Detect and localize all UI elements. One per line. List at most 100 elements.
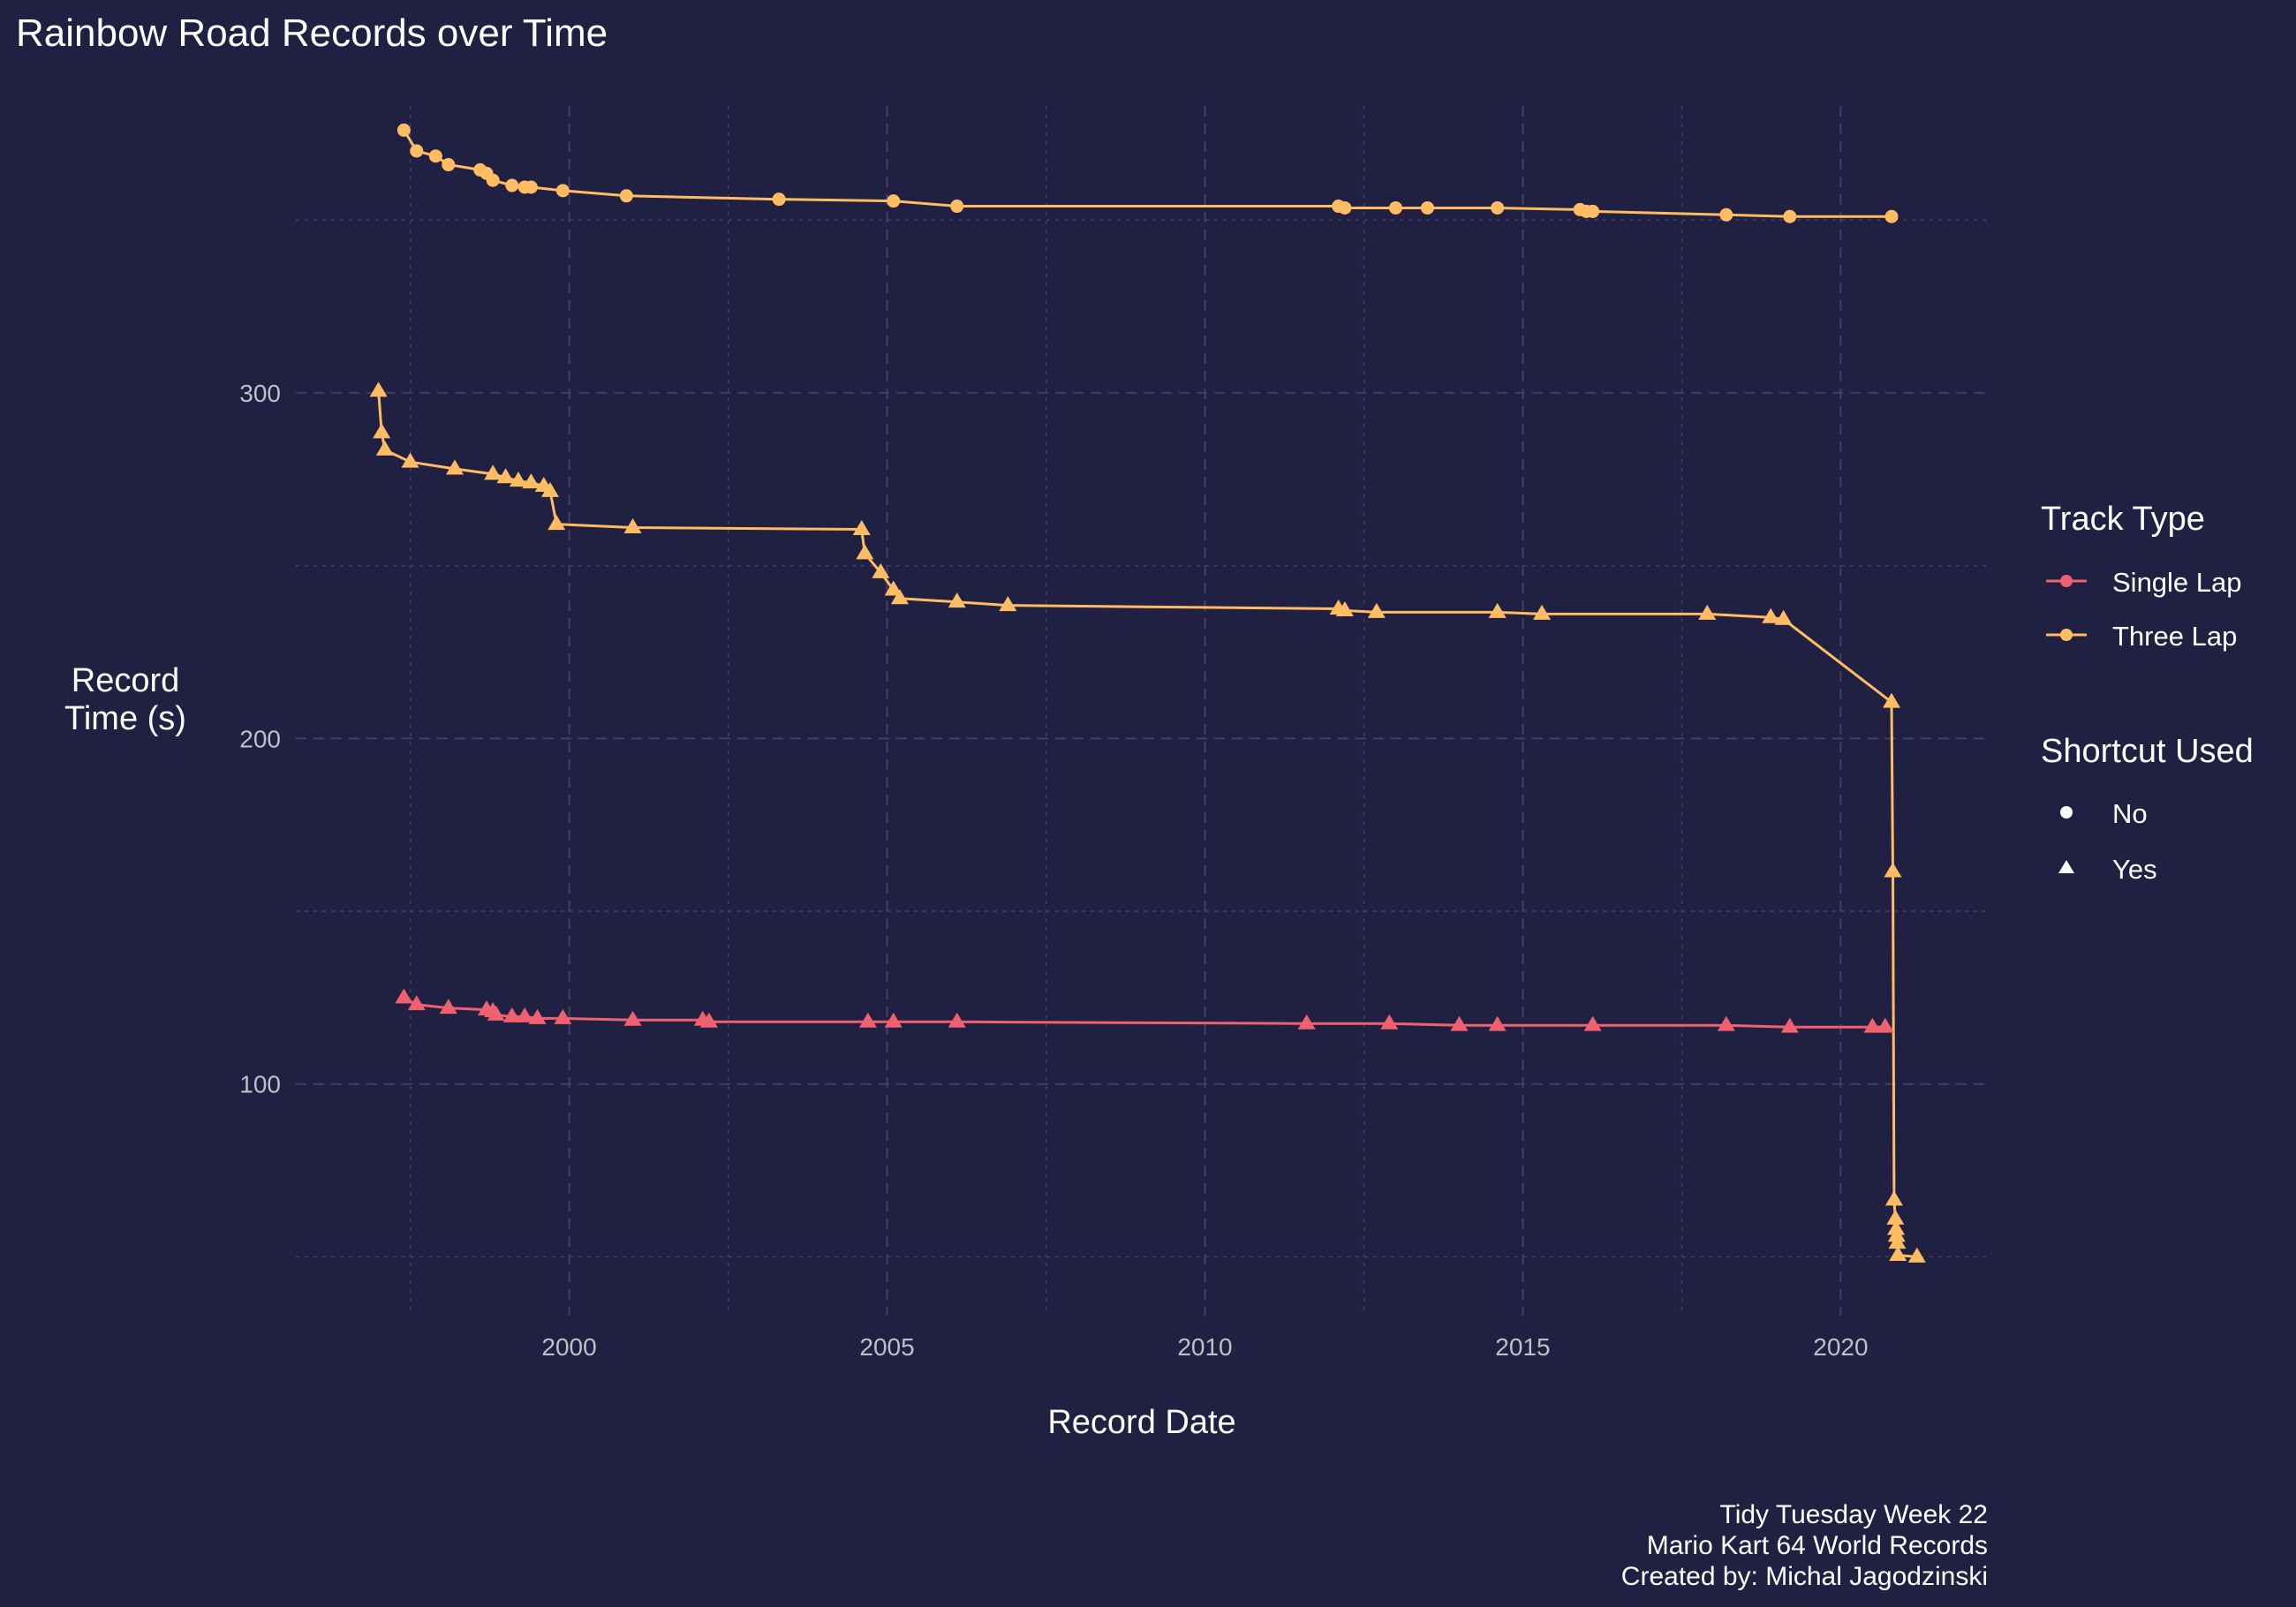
three-lap-shortcut-point: [1884, 862, 1902, 878]
three-lap-shortcut-point: [509, 472, 527, 487]
single-lap-shortcut-point: [1717, 1015, 1735, 1031]
single-lap-shortcut-point: [502, 1007, 521, 1022]
tick-label-layer: 2000 2005 2010 2015 2020 100 200 300: [239, 380, 1868, 1361]
single-lap-shortcut-point: [1450, 1015, 1469, 1031]
three-lap-no-shortcut-point: [887, 194, 901, 208]
three-lap-shortcut-point: [852, 519, 871, 535]
x-tick-label: 2015: [1495, 1333, 1550, 1361]
single-lap-shortcut-point: [1297, 1014, 1316, 1030]
single-lap-shortcut-point: [623, 1010, 642, 1026]
three-lap-no-shortcut-point: [486, 173, 500, 187]
legend-key-no-shortcut-circle: [2060, 806, 2073, 819]
grid-layer: [296, 106, 1987, 1316]
three-lap-shortcut-point: [948, 592, 966, 608]
x-axis-title: Record Date: [1047, 1404, 1235, 1441]
legend-key-three-lap-point: [2060, 629, 2073, 641]
three-lap-shortcut-point: [1774, 609, 1793, 625]
single-lap-shortcut-point: [884, 1012, 903, 1028]
three-lap-no-shortcut-point: [410, 144, 424, 158]
single-lap-shortcut-point: [1380, 1014, 1399, 1030]
single-lap-shortcut-point: [407, 995, 426, 1011]
caption-line-2: Mario Kart 64 World Records: [1647, 1531, 1988, 1560]
three-lap-no-shortcut-point: [1586, 204, 1600, 218]
three-lap-shortcut-point: [623, 518, 642, 534]
three-lap-no-shortcut-point: [619, 189, 633, 203]
three-lap-no-shortcut-point: [397, 123, 411, 137]
legend-label-single-lap: Single Lap: [2112, 567, 2242, 598]
three-lap-no-shortcut-point: [505, 178, 519, 192]
caption-line-3: Created by: Michal Jagodzinski: [1621, 1562, 1988, 1591]
three-lap-shortcut-line: [377, 390, 1917, 1258]
three-lap-no-shortcut-point: [442, 158, 456, 172]
three-lap-shortcut-point: [1533, 604, 1552, 620]
three-lap-shortcut-point: [373, 423, 391, 439]
single-lap-shortcut-point: [554, 1008, 572, 1024]
three-lap-shortcut-point: [375, 440, 394, 456]
three-lap-no-shortcut-point: [524, 180, 538, 194]
three-lap-shortcut-point: [1335, 600, 1354, 616]
single-lap-shortcut-point: [1876, 1017, 1894, 1033]
single-lap-shortcut-point: [395, 988, 413, 1004]
legend-label-three-lap: Three Lap: [2112, 621, 2237, 652]
single-lap-shortcut-point: [1488, 1015, 1507, 1031]
chart-title: Rainbow Road Records over Time: [16, 11, 608, 55]
three-lap-shortcut-point: [1889, 1245, 1907, 1261]
three-lap-shortcut-point: [1886, 1209, 1905, 1225]
series-layer: [369, 123, 1926, 1263]
y-axis-title-line-2: Time (s): [64, 700, 186, 737]
single-lap-shortcut-point: [948, 1012, 966, 1028]
legend-key-shortcut-triangle: [2058, 860, 2074, 873]
three-lap-shortcut-point: [884, 580, 903, 596]
y-tick-label: 300: [239, 380, 281, 407]
three-lap-shortcut-point: [1887, 1219, 1906, 1235]
y-tick-label: 200: [239, 725, 281, 752]
three-lap-no-shortcut-point: [950, 200, 964, 214]
x-tick-label: 2005: [859, 1333, 914, 1361]
legend-label-yes: Yes: [2112, 854, 2157, 885]
three-lap-no-shortcut-point: [1884, 209, 1899, 223]
legend-key-single-lap-point: [2060, 575, 2073, 587]
legend-title-track-type: Track Type: [2041, 501, 2205, 538]
three-lap-shortcut-point: [401, 452, 419, 468]
legend-label-no: No: [2112, 798, 2148, 829]
three-lap-no-shortcut-point: [1338, 200, 1352, 215]
three-lap-no-shortcut-point: [772, 192, 786, 207]
three-lap-shortcut-point: [999, 596, 1017, 612]
three-lap-no-shortcut-point: [1491, 200, 1505, 215]
three-lap-no-shortcut-point: [1388, 200, 1402, 215]
three-lap-no-shortcut-point: [428, 149, 442, 163]
three-lap-shortcut-point: [890, 589, 909, 605]
three-lap-shortcut-point: [548, 515, 566, 531]
three-lap-shortcut-point: [369, 381, 388, 397]
single-lap-shortcut-point: [1583, 1015, 1602, 1031]
single-lap-shortcut-point: [516, 1007, 534, 1022]
three-lap-shortcut-point: [1907, 1247, 1926, 1263]
three-lap-shortcut-point: [856, 544, 874, 560]
x-tick-label: 2000: [541, 1333, 596, 1361]
single-lap-shortcut-point: [699, 1012, 718, 1028]
legend: Track Type Single Lap Three Lap Shortcut…: [2041, 501, 2254, 885]
three-lap-shortcut-point: [484, 464, 502, 480]
three-lap-no-shortcut-line: [403, 129, 1892, 218]
three-lap-shortcut-point: [496, 468, 515, 484]
legend-title-shortcut-used: Shortcut Used: [2041, 733, 2254, 770]
three-lap-shortcut-point: [1762, 607, 1780, 623]
three-lap-shortcut-point: [1884, 1190, 1903, 1206]
three-lap-no-shortcut-point: [555, 184, 570, 198]
three-lap-shortcut-point: [540, 481, 559, 497]
single-lap-shortcut-point: [858, 1012, 877, 1028]
y-axis-title-line-1: Record: [72, 662, 180, 699]
y-tick-label: 100: [239, 1071, 281, 1098]
single-lap-shortcut-point: [487, 1005, 505, 1021]
single-lap-shortcut-point: [1863, 1017, 1882, 1033]
three-lap-shortcut-point: [1488, 602, 1507, 618]
three-lap-shortcut-point: [1888, 1234, 1907, 1249]
three-lap-shortcut-point: [1367, 602, 1386, 618]
three-lap-no-shortcut-point: [1783, 209, 1797, 223]
three-lap-shortcut-point: [872, 562, 890, 578]
single-lap-shortcut-point: [1780, 1017, 1799, 1033]
single-lap-shortcut-point: [439, 999, 457, 1015]
x-tick-label: 2010: [1177, 1333, 1232, 1361]
